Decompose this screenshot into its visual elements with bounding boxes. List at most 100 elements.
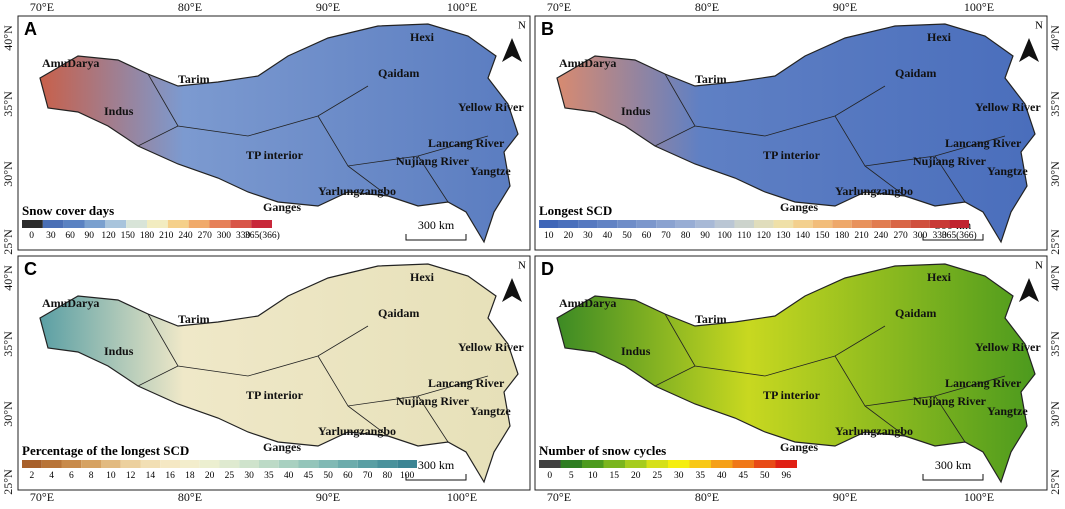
legend-title: Percentage of the longest SCD <box>22 443 189 458</box>
legend-label: 6 <box>69 471 74 481</box>
panel-letter: C <box>24 259 37 279</box>
legend-swatch <box>754 460 776 468</box>
legend-label: 40 <box>603 231 613 241</box>
legend-swatch <box>597 220 618 228</box>
legend-label: 30 <box>46 231 56 241</box>
legend-label: 20 <box>205 471 215 481</box>
lat-label: 40°N <box>1 265 15 291</box>
legend-swatch <box>675 220 696 228</box>
legend-swatch <box>539 220 559 228</box>
basin-label: Yarlungzangbo <box>318 424 396 438</box>
legend-swatch <box>397 460 417 468</box>
legend-swatch <box>617 220 637 228</box>
basin-label: Nujiang River <box>396 154 470 168</box>
basin-label: TP interior <box>763 148 821 162</box>
basin-borders <box>654 73 1006 203</box>
legend-swatch <box>890 220 911 228</box>
legend-label: 0 <box>547 471 552 481</box>
legend-label: 140 <box>796 231 811 241</box>
legend-label: 240 <box>874 231 889 241</box>
legend-swatch <box>929 220 950 228</box>
basin-label: Tarim <box>178 312 210 326</box>
legend-label: 300 <box>217 231 232 241</box>
legend-swatch <box>188 220 210 228</box>
legend-swatch <box>871 220 891 228</box>
legend-swatch <box>167 220 189 228</box>
basin-label: Nujiang River <box>396 394 470 408</box>
basin-label: Yellow River <box>458 100 524 114</box>
basin-label: Yangtze <box>470 404 511 418</box>
basin-label: Lancang River <box>428 136 505 150</box>
lat-label: 40°N <box>1048 265 1062 291</box>
legend-label: 120 <box>757 231 772 241</box>
basin-label: Yellow River <box>975 100 1041 114</box>
legend-swatch <box>949 220 969 228</box>
legend-swatch <box>81 460 101 468</box>
lat-label: 25°N <box>1048 229 1062 255</box>
legend-label: 40 <box>284 471 294 481</box>
scale-bar <box>405 234 467 241</box>
legend-label: 50 <box>323 471 333 481</box>
basin-label: Lancang River <box>428 376 505 390</box>
lat-label: 30°N <box>1048 401 1062 427</box>
legend-label: 100 <box>400 471 415 481</box>
north-arrow <box>502 278 522 302</box>
lon-label: 100°E <box>964 0 994 14</box>
legend-swatch <box>578 220 598 228</box>
legend-swatch <box>560 460 582 468</box>
basin-label: Hexi <box>927 270 952 284</box>
lon-label: 80°E <box>178 490 202 504</box>
legend-swatch <box>582 460 604 468</box>
legend-swatch <box>646 460 668 468</box>
basin-label: Ganges <box>263 200 301 214</box>
basin-borders <box>137 313 489 443</box>
legend-label: 60 <box>642 231 652 241</box>
basin-label: Yangtze <box>987 404 1028 418</box>
lon-label: 80°E <box>695 0 719 14</box>
panel-letter: D <box>541 259 554 279</box>
lon-label: 100°E <box>447 490 477 504</box>
legend-label: 110 <box>737 231 751 241</box>
legend-swatch <box>603 460 625 468</box>
basin-label: Tarim <box>695 72 727 86</box>
legend-swatch <box>558 220 579 228</box>
legend-label: 2 <box>30 471 35 481</box>
legend-swatch <box>338 460 358 468</box>
legend-label: 150 <box>121 231 135 241</box>
legend-title: Snow cover days <box>22 203 114 218</box>
legend-label: 45 <box>739 471 749 481</box>
basin-label: Indus <box>104 344 134 358</box>
legend-swatch <box>239 460 259 468</box>
legend-label: 150 <box>815 231 830 241</box>
scale-bar <box>922 474 984 481</box>
legend-swatch <box>61 460 82 468</box>
legend-label: 130 <box>776 231 791 241</box>
basin-label: TP interior <box>763 388 821 402</box>
basin-label: Lancang River <box>945 376 1022 390</box>
basin-label: Qaidam <box>895 66 936 80</box>
legend-swatch <box>732 460 754 468</box>
legend-label: 180 <box>140 231 155 241</box>
panel-letter: B <box>541 19 554 39</box>
legend-swatch <box>734 220 754 228</box>
lat-label: 25°N <box>1 469 15 495</box>
legend-swatch <box>625 460 647 468</box>
legend-label: 40 <box>717 471 727 481</box>
basin-label: Indus <box>621 344 651 358</box>
legend-label: 270 <box>198 231 213 241</box>
legend-label: 120 <box>101 231 116 241</box>
legend-label: 12 <box>126 471 136 481</box>
north-label: N <box>518 20 526 32</box>
legend-label: 180 <box>835 231 850 241</box>
lat-label: 25°N <box>1048 469 1062 495</box>
legend-swatch <box>219 460 240 468</box>
legend-label: 30 <box>674 471 684 481</box>
basin-label: Yarlungzangbo <box>318 184 396 198</box>
basin-label: Yarlungzangbo <box>835 424 913 438</box>
legend-label: 365(366) <box>942 230 977 241</box>
basin-label: Yellow River <box>975 340 1041 354</box>
basin-label: Hexi <box>410 30 435 44</box>
basin-label: Tarim <box>178 72 210 86</box>
basin-label: TP interior <box>246 148 304 162</box>
